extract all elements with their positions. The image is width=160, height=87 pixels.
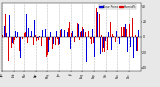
Legend: Dew Point, Humid%: Dew Point, Humid%	[99, 4, 136, 9]
